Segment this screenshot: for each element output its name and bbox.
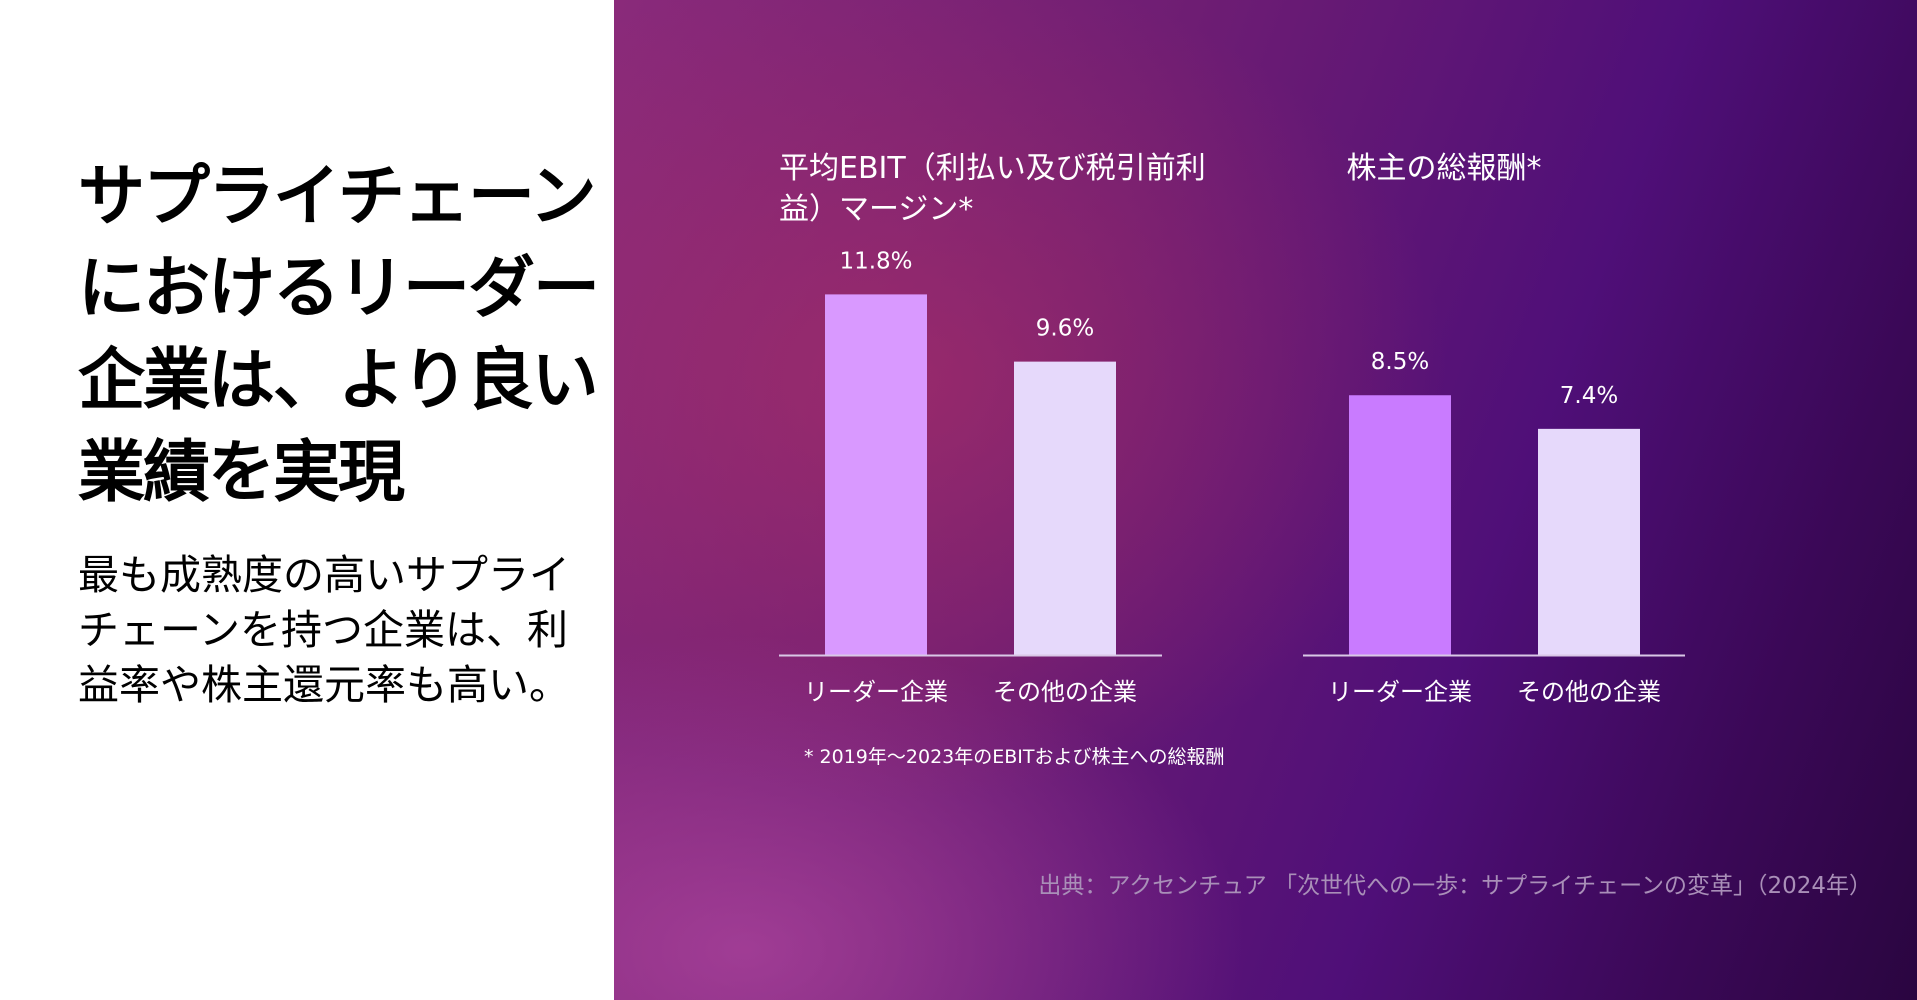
tsr-category-label-other: その他の企業 [1517, 678, 1661, 706]
footnote: * 2019年～2023年のEBITおよび株主への総報酬 [804, 746, 1225, 768]
body-text: 最も成熟度の高いサプライチェーンを持つ企業は、利益率や株主還元率も高い。 [78, 551, 570, 709]
left-panel: サプライチェーンにおけるリーダー企業は、より良い業績を実現 最も成熟度の高いサプ… [0, 0, 614, 1000]
bar-charts: 11.8% リーダー企業 9.6% その他の企業 8.5% リーダー企業 7.4% その他の企… [779, 248, 1685, 706]
ebit-value-label-leader: 11.8% [839, 248, 912, 274]
chart-panel: 平均EBIT（利払い及び税引前利益）マージン* 株主の総報酬* 11.8% リーダ… [614, 0, 1917, 1000]
ebit-bar-other [1014, 361, 1116, 655]
ebit-value-label-other: 9.6% [1036, 316, 1094, 342]
tsr-value-label-leader: 8.5% [1371, 349, 1429, 375]
ebit-bar-leader [825, 294, 927, 655]
tsr-category-label-leader: リーダー企業 [1328, 678, 1472, 706]
tsr-value-label-other: 7.4% [1560, 383, 1618, 409]
source-citation: 出典：アクセンチュア 「次世代への一歩：サプライチェーンの変革」（2024年） [1038, 873, 1872, 899]
headline: サプライチェーンにおけるリーダー企業は、より良い業績を実現 [78, 157, 600, 511]
tsr-chart-title: 株主の総報酬* [1346, 151, 1542, 186]
tsr-bar-leader [1349, 395, 1451, 655]
tsr-bar-other [1538, 428, 1640, 655]
ebit-category-label-leader: リーダー企業 [804, 678, 948, 706]
ebit-category-label-other: その他の企業 [993, 678, 1137, 706]
ebit-chart-title: 平均EBIT（利払い及び税引前利益）マージン* [779, 151, 1206, 227]
